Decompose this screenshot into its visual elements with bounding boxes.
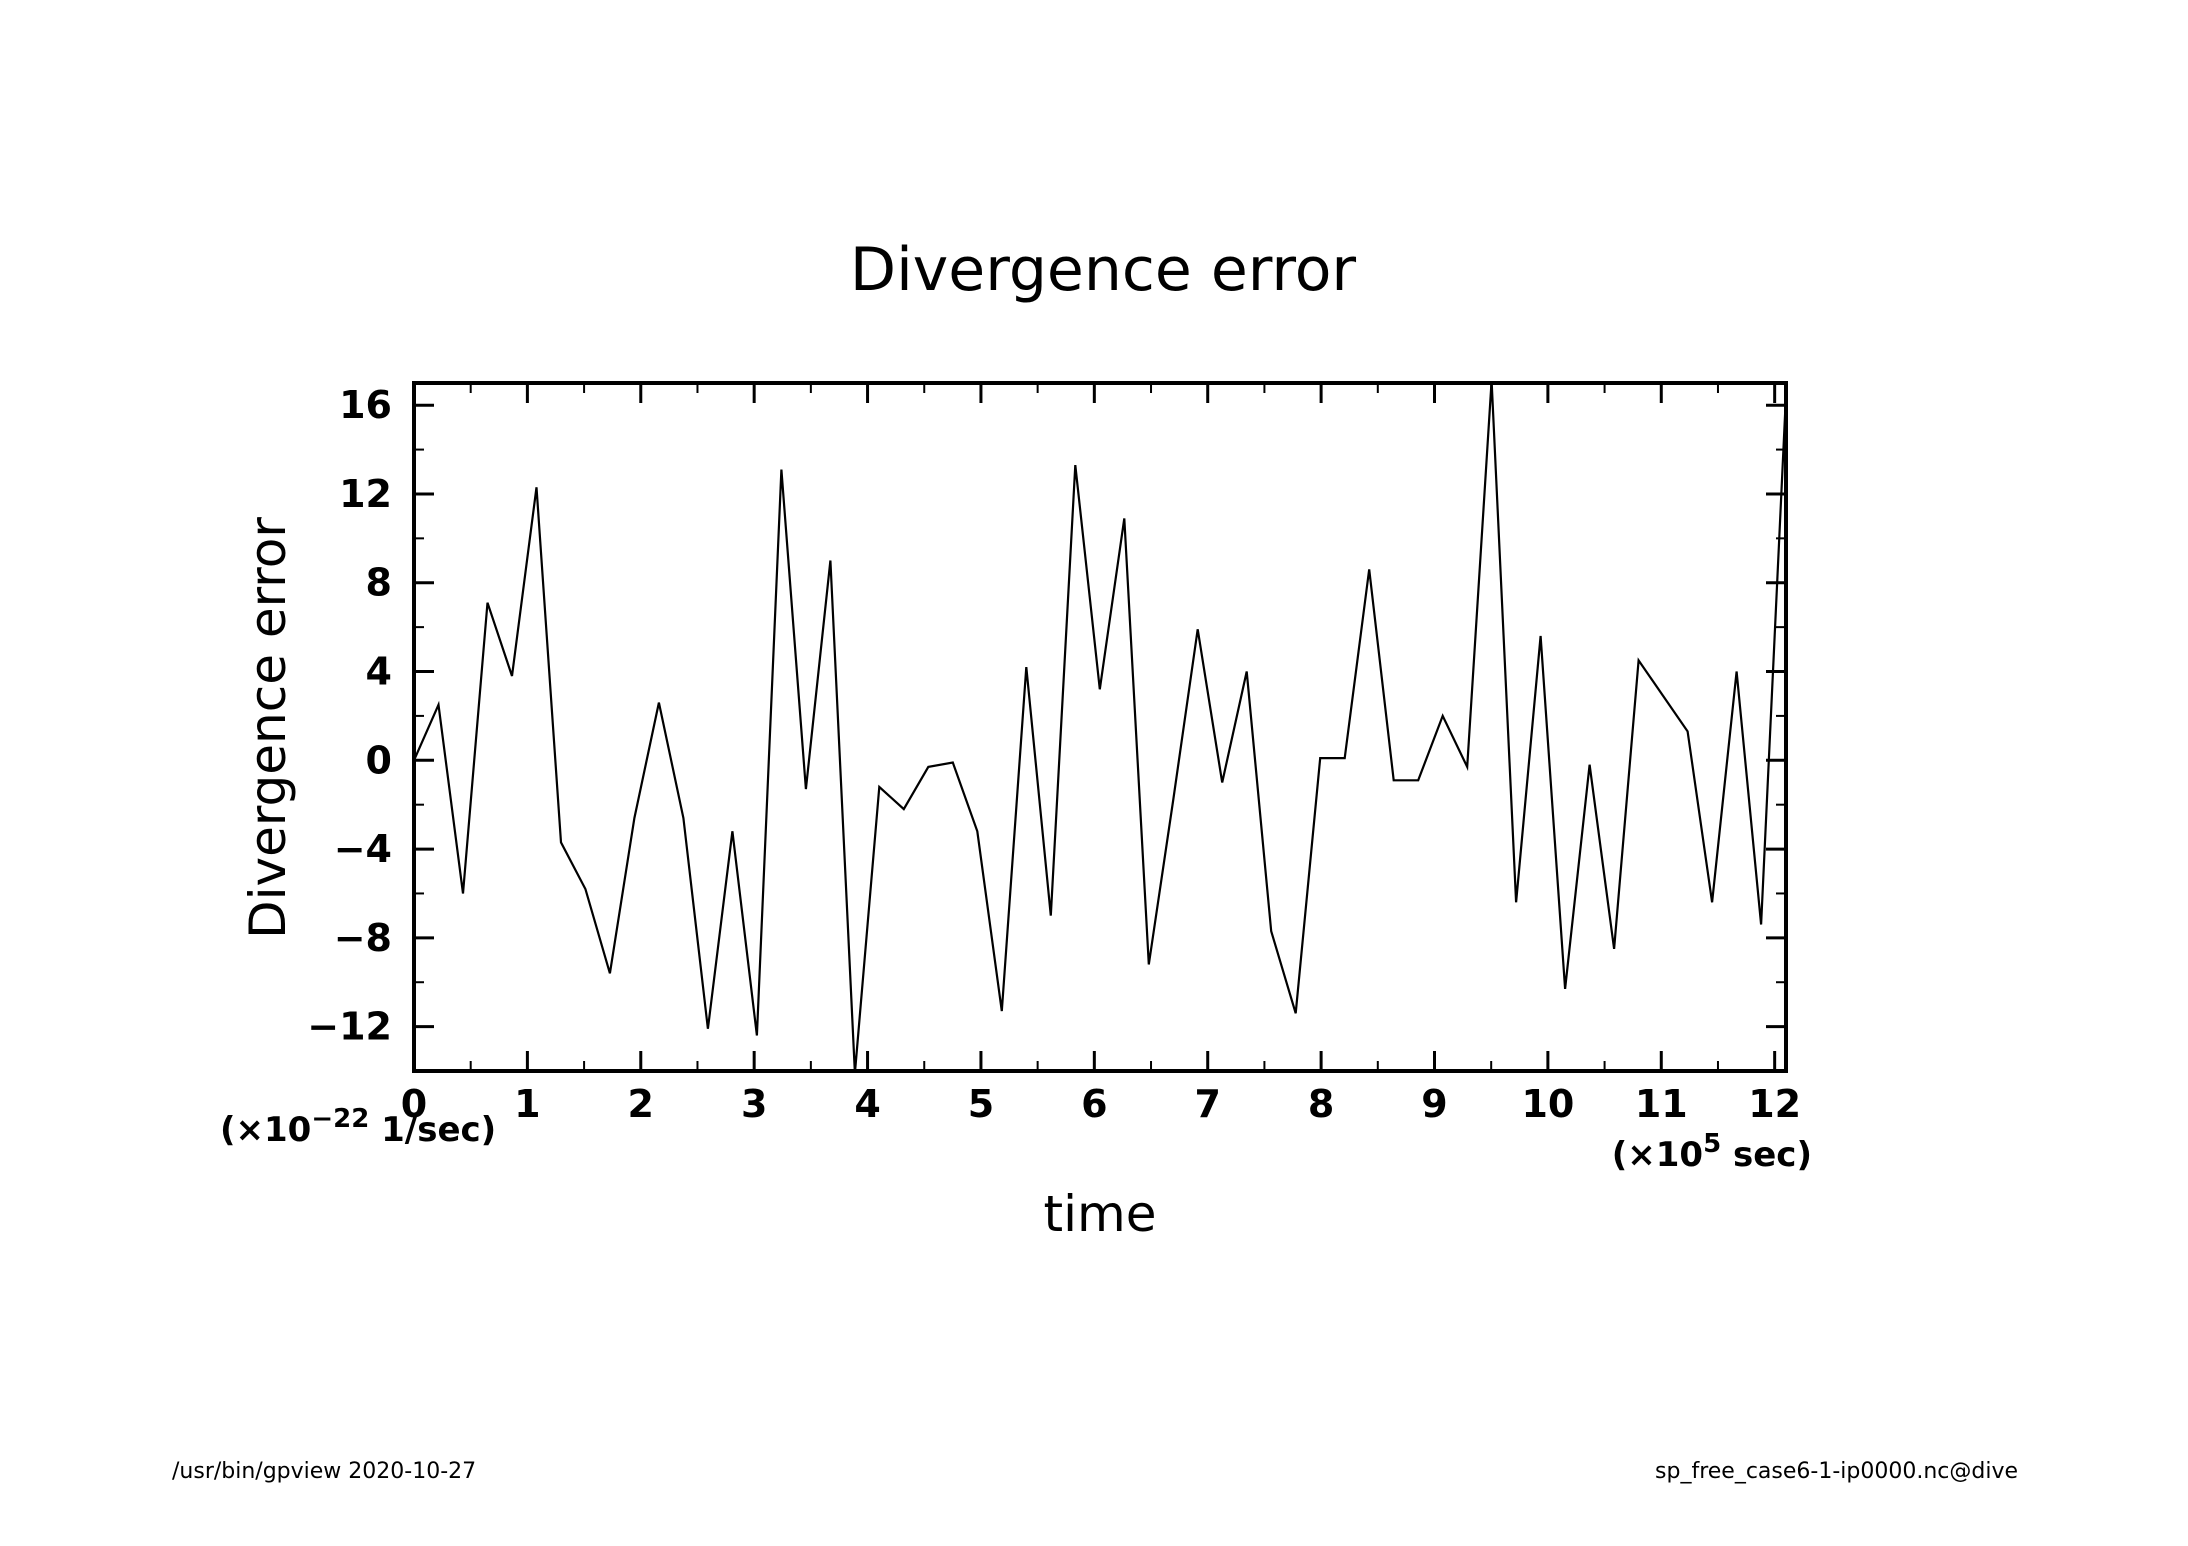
x-unit-exponent: 5	[1703, 1129, 1721, 1159]
y-tick-label: 12	[339, 472, 392, 516]
y-unit-label: (×10−22 1/sec)	[220, 1104, 496, 1150]
y-unit-suffix: 1/sec)	[369, 1110, 496, 1150]
x-tick-label: 7	[1194, 1082, 1220, 1126]
y-minor-ticks	[414, 448, 1786, 1072]
y-tick-label: −4	[334, 827, 392, 871]
y-major-ticks	[414, 403, 1786, 1029]
x-unit-prefix: (×10	[1612, 1135, 1703, 1175]
y-unit-prefix: (×10	[220, 1110, 311, 1150]
y-tick-label: 0	[366, 738, 392, 782]
series-line	[414, 383, 1786, 1071]
x-minor-ticks	[469, 383, 1719, 1071]
y-axis-title: Divergence error	[239, 517, 297, 939]
x-tick-label: 1	[514, 1082, 540, 1126]
chart-title: Divergence error	[850, 235, 1356, 305]
x-tick-label: 9	[1421, 1082, 1447, 1126]
y-unit-exponent: −22	[311, 1104, 369, 1134]
y-tick-label: 8	[366, 561, 392, 605]
y-tick-labels: −12 −8 −4 0 4 8 12 16	[307, 383, 392, 1048]
y-tick-label: 4	[366, 650, 392, 694]
y-tick-label: −8	[334, 916, 392, 960]
x-tick-label: 0	[401, 1082, 427, 1126]
x-tick-label: 6	[1081, 1082, 1107, 1126]
y-tick-label: 16	[339, 383, 392, 427]
x-tick-labels: 0 1 2 3 4 5 6 7 8 9 10 11 12	[401, 1082, 1801, 1126]
x-unit-suffix: sec)	[1721, 1135, 1812, 1175]
x-tick-label: 3	[741, 1082, 767, 1126]
x-tick-label: 10	[1521, 1082, 1574, 1126]
x-unit-label: (×105 sec)	[1612, 1129, 1812, 1175]
footer-right: sp_free_case6-1-ip0000.nc@dive	[1655, 1459, 2018, 1484]
x-tick-label: 8	[1308, 1082, 1334, 1126]
x-tick-label: 11	[1635, 1082, 1688, 1126]
x-axis-title: time	[1044, 1185, 1157, 1243]
data-series	[414, 383, 1786, 1071]
footer-left: /usr/bin/gpview 2020-10-27	[172, 1459, 476, 1484]
x-tick-label: 2	[628, 1082, 654, 1126]
x-tick-label: 12	[1748, 1082, 1801, 1126]
y-tick-label: −12	[307, 1005, 392, 1049]
plot-frame	[412, 381, 1788, 1073]
x-tick-label: 4	[854, 1082, 880, 1126]
x-tick-label: 5	[968, 1082, 994, 1126]
plot-area	[412, 381, 1788, 1073]
x-major-ticks	[412, 383, 1777, 1071]
